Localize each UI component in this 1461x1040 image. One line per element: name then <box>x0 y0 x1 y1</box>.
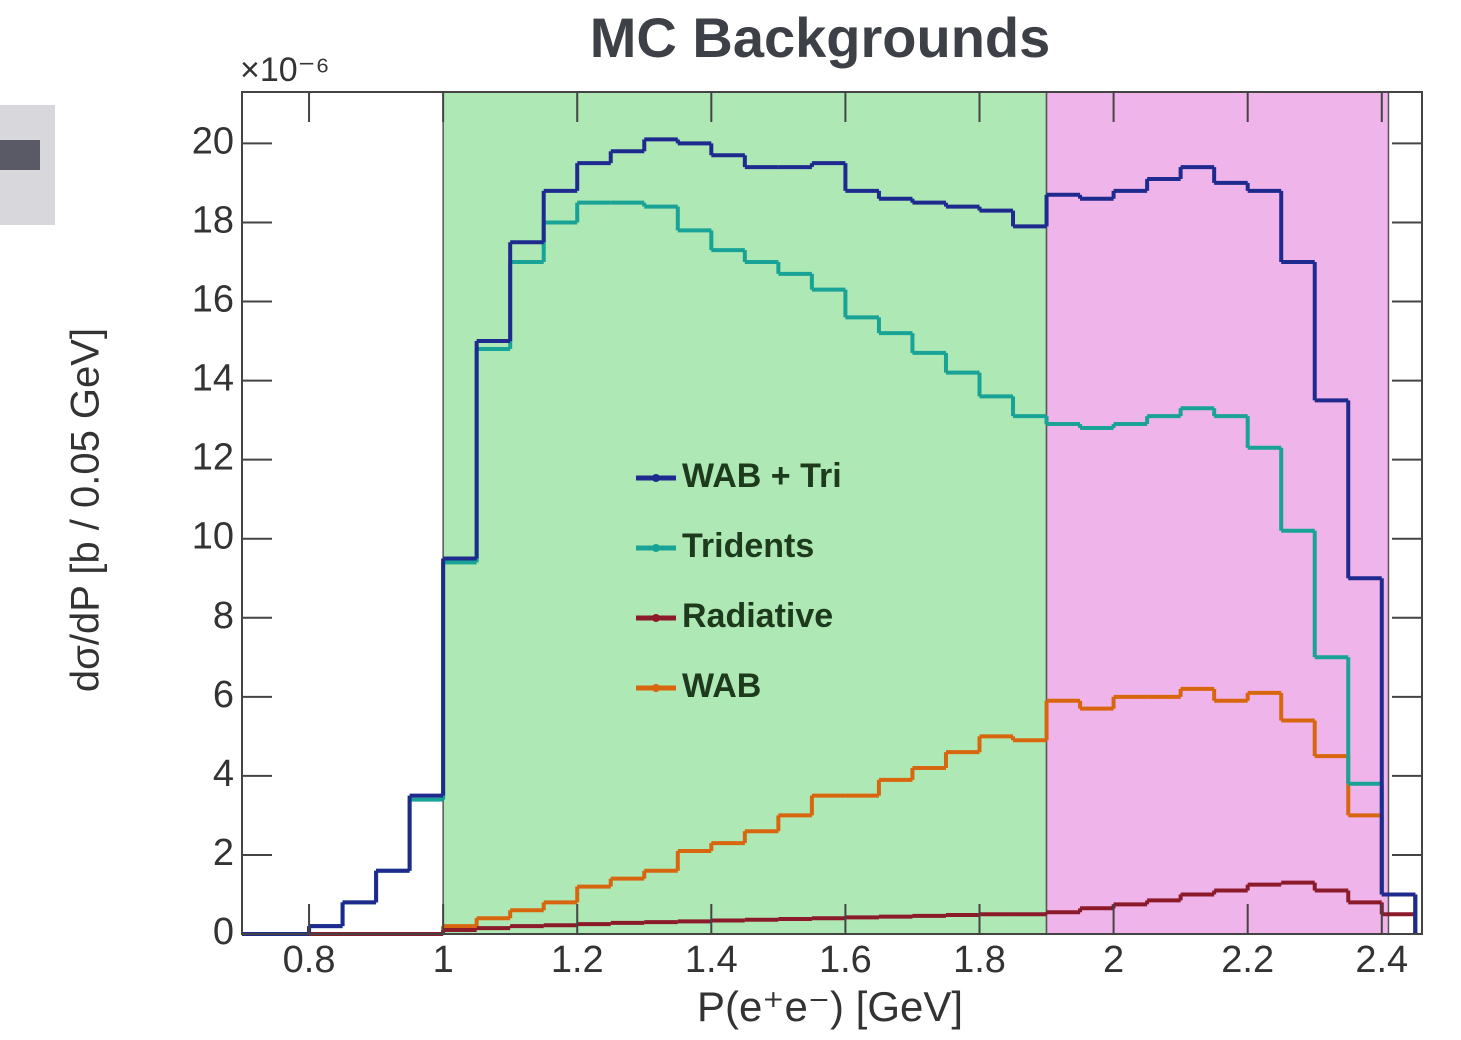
legend-label: WAB <box>682 667 761 705</box>
x-tick-label: 1.8 <box>953 939 1006 981</box>
legend-marker <box>652 474 660 482</box>
y-tick-label: 10 <box>192 516 234 558</box>
y-tick-label: 18 <box>192 199 234 241</box>
chart-title: MC Backgrounds <box>590 6 1051 69</box>
plot-frame <box>241 91 1423 935</box>
y-tick-label: 8 <box>213 595 234 637</box>
legend: WAB + Tri Tridents Radiative WAB <box>636 457 842 705</box>
region <box>1045 91 1390 935</box>
x-tick-label: 2 <box>1103 939 1124 981</box>
region <box>442 91 1048 935</box>
x-tick-label: 2.2 <box>1221 939 1274 981</box>
legend-label: Radiative <box>682 597 833 635</box>
y-axis-label: dσ/dP [b / 0.05 GeV] <box>64 328 108 692</box>
y-multiplier: ×10⁻⁶ <box>240 51 330 89</box>
y-tick-label: 4 <box>213 753 234 795</box>
y-tick-label: 6 <box>213 674 234 716</box>
thumbnail-detail <box>0 140 40 170</box>
y-tick-label: 20 <box>192 120 234 162</box>
y-tick-label: 0 <box>213 911 234 953</box>
x-tick-label: 1.2 <box>551 939 604 981</box>
x-tick-label: 1 <box>433 939 454 981</box>
x-axis-label: P(e⁺e⁻) [GeV] <box>697 983 963 1030</box>
x-tick-label: 0.8 <box>283 939 336 981</box>
legend-marker <box>652 684 660 692</box>
x-tick-label: 2.4 <box>1355 939 1408 981</box>
y-tick-label: 16 <box>192 279 234 321</box>
thumbnail <box>0 105 55 225</box>
legend-label: WAB + Tri <box>682 457 842 495</box>
legend-marker <box>652 614 660 622</box>
x-tick-label: 1.6 <box>819 939 872 981</box>
y-tick-label: 14 <box>192 358 234 400</box>
x-tick-label: 1.4 <box>685 939 738 981</box>
y-tick-label: 12 <box>192 437 234 479</box>
legend-label: Tridents <box>682 527 814 565</box>
legend-marker <box>652 544 660 552</box>
y-tick-label: 2 <box>213 832 234 874</box>
